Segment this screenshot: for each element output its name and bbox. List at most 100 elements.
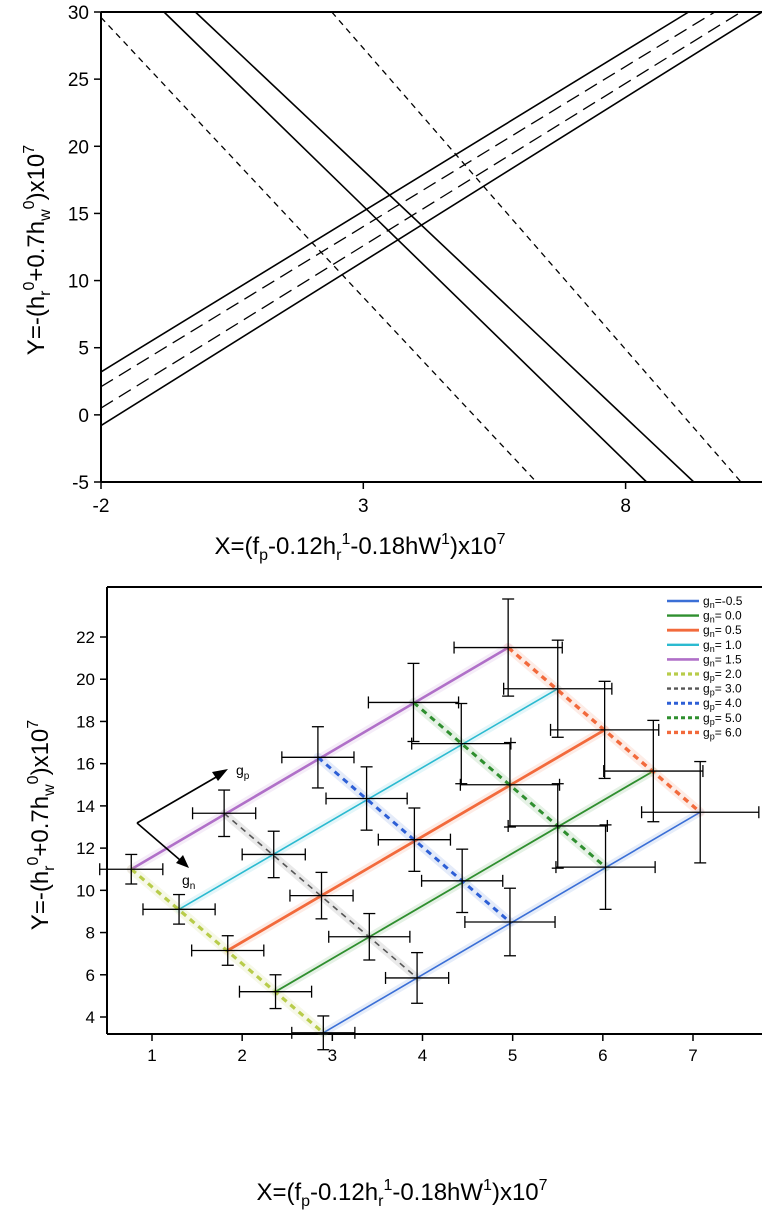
chart-bottom-x-tick-label: 7 [688, 1046, 697, 1065]
gp-arrow-label: gp [236, 762, 250, 782]
chart-top-y-tick-label: 30 [68, 3, 89, 24]
chart-bottom-x-tick-label: 3 [328, 1046, 337, 1065]
chart-bottom-y-tick-label: 4 [86, 1008, 95, 1027]
chart-top-x-tick-label: -2 [93, 496, 110, 517]
chart-bottom-x-axis-title: X=(fp-0.12hr1-0.18hW1)x107 [256, 1177, 547, 1210]
errorbar-point-14 [420, 848, 504, 914]
errorbar-point-13 [377, 807, 452, 872]
errorbar-point-8 [289, 871, 354, 920]
chart-top-line-6 [194, 11, 695, 483]
legend-label: gp= 5.0 [703, 711, 742, 727]
legend-label: gn= 0.0 [703, 609, 742, 625]
errorbar-point-4 [238, 974, 313, 1010]
chart-top-line-2 [100, 11, 762, 427]
chart-bottom-frame [106, 586, 762, 1035]
chart-top-line-8 [331, 11, 742, 483]
chart-bottom-y-tick-label: 18 [76, 712, 95, 731]
gn-arrow-label: gn [182, 872, 195, 892]
legend-item-2: gn= 0.0 [667, 609, 742, 625]
legend-item-3: gn= 0.5 [667, 623, 742, 639]
legend-item-1: gn=-0.5 [667, 594, 743, 610]
errorbar-point-17 [411, 702, 512, 785]
gp-arrowhead-icon [212, 769, 228, 781]
chart-top-x-axis-title: X=(fp-0.12hr1-0.18hW1)x107 [214, 531, 505, 564]
errorbar-point-19 [507, 783, 608, 869]
chart-bottom-x-tick-label: 5 [508, 1046, 517, 1065]
chart-bottom-y-tick-label: 16 [76, 755, 95, 774]
chart-bottom-y-tick-label: 6 [86, 966, 95, 985]
legend-item-5: gn= 1.5 [667, 652, 742, 668]
errorbar-point-9 [328, 912, 411, 961]
chart-top-x-tick-label: 3 [358, 496, 369, 517]
chart-top-y-axis-title: Y=-(hr0+0.7hw0)x107 [21, 145, 54, 355]
legend-item-6: gp= 2.0 [667, 667, 742, 683]
chart-bottom-y-axis-title: Y=-(hr0+0.7hw0)x107 [25, 720, 58, 930]
chart-bottom-y-tick-label: 8 [86, 924, 95, 943]
errorbar-point-18 [459, 741, 561, 828]
chart-top-y-tick-label: 15 [68, 204, 89, 225]
errorbar-point-20 [555, 824, 656, 910]
chart-bottom-x-tick-label: 6 [598, 1046, 607, 1065]
errorbar-point-15 [464, 887, 556, 957]
legend-label: gn= 1.0 [703, 638, 742, 654]
errorbar-point-16 [367, 662, 460, 743]
errorbar-point-22 [502, 639, 613, 738]
chart-bottom-legend: gn=-0.5gn= 0.0gn= 0.5gn= 1.0gn= 1.5gp= 2… [667, 594, 743, 741]
chart-top-line-3 [100, 11, 716, 388]
chart-top-y-tick-label: 0 [78, 406, 89, 427]
chart-bottom-y-tick-label: 22 [76, 628, 95, 647]
errorbar-point-7 [241, 830, 306, 879]
gn-arrow-line [136, 822, 181, 861]
legend-label: gp= 2.0 [703, 667, 742, 683]
chart-top-y-tick-label: 20 [68, 137, 89, 158]
errorbar-point-21 [453, 598, 563, 697]
legend-item-10: gp= 6.0 [667, 725, 742, 741]
chart-bottom-x-tick-label: 4 [418, 1046, 427, 1065]
errorbar-point-11 [281, 726, 355, 789]
legend-item-8: gp= 4.0 [667, 696, 742, 712]
chart-top-line-4 [100, 11, 742, 409]
gp-arrow-line [136, 775, 219, 824]
chart-bottom-y-tick-label: 20 [76, 670, 95, 689]
legend-label: gp= 4.0 [703, 696, 742, 712]
errorbar-point-6 [191, 789, 257, 838]
errorbar-point-24 [603, 719, 704, 823]
legend-item-4: gn= 1.0 [667, 638, 742, 654]
chart-top-y-tick-label: -5 [72, 473, 89, 494]
chart-top-y-tick-label: 25 [68, 70, 89, 91]
legend-label: gp= 3.0 [703, 682, 742, 698]
errorbar-point-5 [291, 1015, 356, 1051]
chart-top-line-5 [163, 11, 648, 483]
chart-bottom-y-tick-label: 12 [76, 839, 95, 858]
chart-top-ticks: -5 0 5 10 15 20 25 30 -2 3 8 [68, 3, 631, 517]
errorbar-point-2 [142, 893, 216, 925]
legend-label: gp= 6.0 [703, 725, 742, 741]
legend-label: gn= 0.5 [703, 623, 742, 639]
legend-label: gn= 1.5 [703, 652, 742, 668]
errorbar-point-10 [384, 951, 450, 1004]
errorbar-point-1 [99, 853, 164, 885]
chart-top: -5 0 5 10 15 20 25 30 -2 3 8 X=(fp-0.12hr1-0.18hW1… [21, 3, 762, 564]
errorbar-point-3 [191, 935, 265, 966]
chart-bottom-errorbars [99, 598, 760, 1051]
chart-top-line-7 [100, 16, 537, 483]
chart-bottom-y-tick-label: 10 [76, 881, 95, 900]
legend-label: gn=-0.5 [703, 594, 743, 610]
chart-bottom-x-tick-label: 2 [237, 1046, 246, 1065]
chart-bottom-y-tick-label: 14 [76, 797, 95, 816]
chart-top-lines [100, 11, 762, 483]
chart-bottom-x-tick-label: 1 [147, 1046, 156, 1065]
chart-top-y-tick-label: 10 [68, 272, 89, 293]
chart-bottom-vector-annotation: gp gn [136, 762, 250, 892]
legend-item-9: gp= 5.0 [667, 711, 742, 727]
errorbar-point-23 [549, 680, 660, 780]
chart-top-y-tick-label: 5 [78, 339, 89, 360]
chart-top-line-1 [100, 11, 690, 373]
errorbar-point-25 [640, 760, 760, 864]
chart-top-axes [100, 11, 762, 483]
gn-arrowhead-icon [176, 855, 189, 868]
chart-top-x-tick-label: 8 [620, 496, 631, 517]
errorbar-point-12 [325, 766, 408, 831]
